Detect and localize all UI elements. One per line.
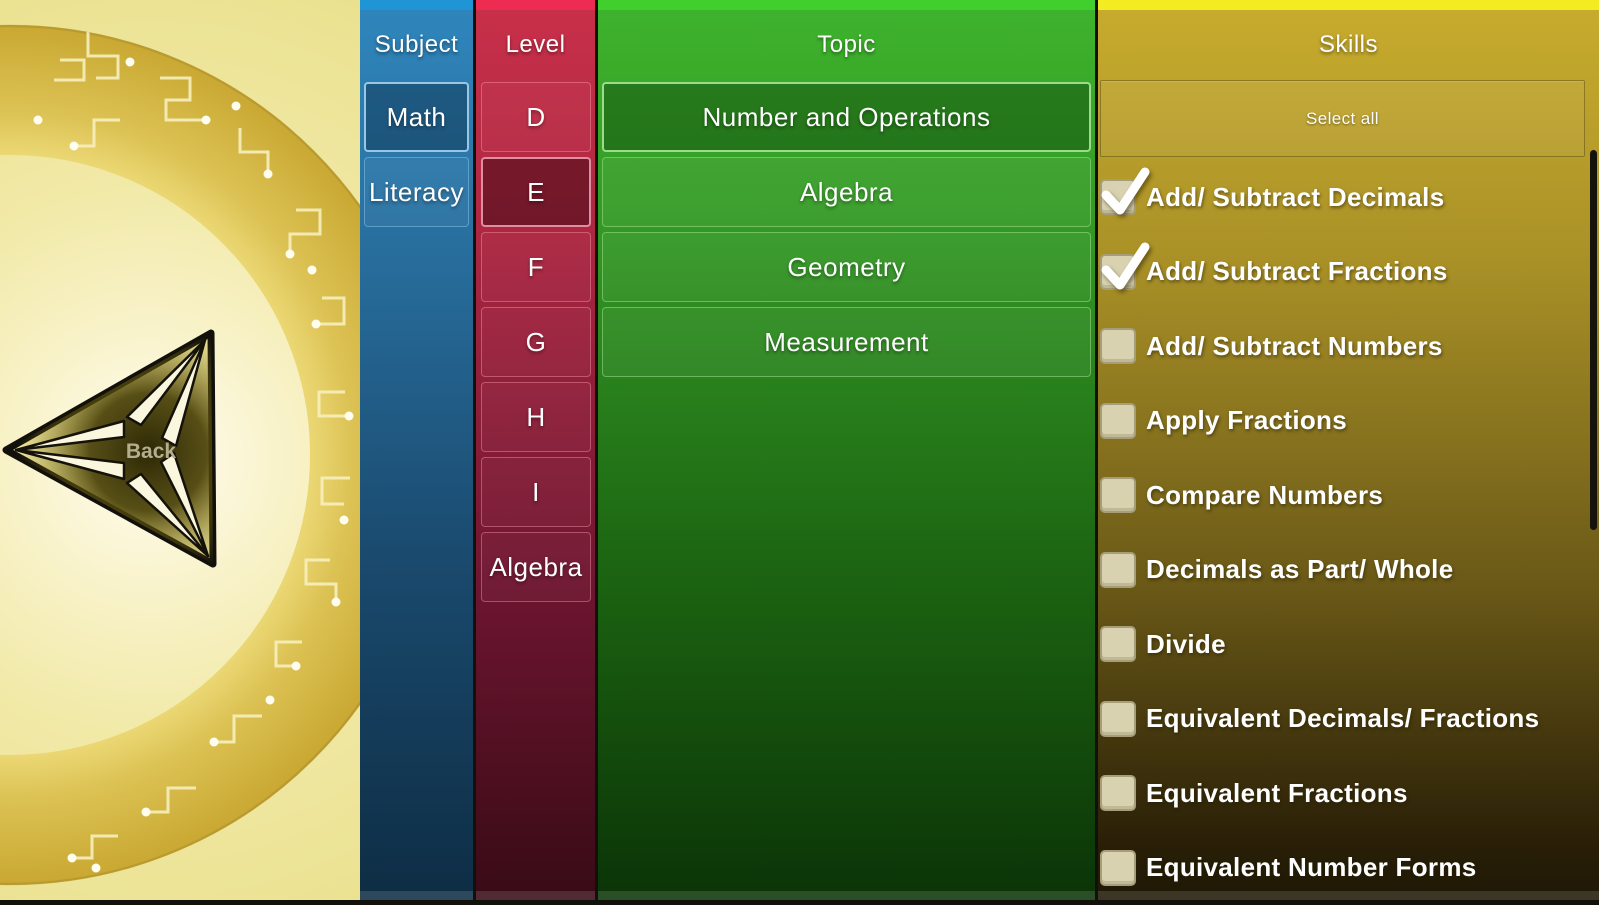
skills-header: Skills — [1098, 10, 1599, 80]
skill-row-equivalent-decimals-fractions: Equivalent Decimals/ Fractions — [1100, 682, 1587, 757]
skill-checkbox-divide[interactable] — [1100, 626, 1136, 662]
level-item-i[interactable]: I — [481, 457, 591, 527]
level-item-f[interactable]: F — [481, 232, 591, 302]
skill-label: Equivalent Fractions — [1146, 778, 1408, 809]
subject-accent-strip — [360, 0, 473, 10]
check-icon — [1099, 241, 1151, 293]
skill-checkbox-decimals-as-part-whole[interactable] — [1100, 552, 1136, 588]
subject-item-literacy[interactable]: Literacy — [364, 157, 469, 227]
topic-item-number-and-operations[interactable]: Number and Operations — [602, 82, 1091, 152]
topic-accent-strip — [598, 0, 1095, 10]
circuit-ring-graphic: Back — [0, 0, 360, 900]
skills-list: Add/ Subtract Decimals Add/ Subtract Fra… — [1100, 160, 1587, 905]
skill-row-decimals-as-part-whole: Decimals as Part/ Whole — [1100, 533, 1587, 608]
skill-checkbox-compare-numbers[interactable] — [1100, 477, 1136, 513]
skills-accent-strip — [1098, 0, 1599, 10]
skill-row-add-subtract-fractions: Add/ Subtract Fractions — [1100, 235, 1587, 310]
level-item-e[interactable]: E — [481, 157, 591, 227]
topic-item-measurement[interactable]: Measurement — [602, 307, 1091, 377]
skill-checkbox-apply-fractions[interactable] — [1100, 403, 1136, 439]
topic-header: Topic — [598, 10, 1095, 80]
skill-label: Add/ Subtract Decimals — [1146, 182, 1444, 213]
skill-row-divide: Divide — [1100, 607, 1587, 682]
back-button[interactable]: Back — [6, 318, 282, 582]
skill-checkbox-equivalent-number-forms[interactable] — [1100, 850, 1136, 886]
skill-label: Divide — [1146, 629, 1226, 660]
skill-checkbox-add-subtract-numbers[interactable] — [1100, 328, 1136, 364]
check-icon — [1099, 166, 1151, 218]
skill-checkbox-equivalent-decimals-fractions[interactable] — [1100, 701, 1136, 737]
select-all-button[interactable]: Select all — [1100, 80, 1585, 157]
skill-row-equivalent-fractions: Equivalent Fractions — [1100, 756, 1587, 831]
skill-label: Apply Fractions — [1146, 405, 1347, 436]
subject-item-math[interactable]: Math — [364, 82, 469, 152]
skill-label: Add/ Subtract Fractions — [1146, 256, 1448, 287]
level-accent-strip — [476, 0, 595, 10]
skill-checkbox-add-subtract-fractions[interactable] — [1100, 254, 1136, 290]
skill-row-add-subtract-decimals: Add/ Subtract Decimals — [1100, 160, 1587, 235]
topic-item-algebra[interactable]: Algebra — [602, 157, 1091, 227]
skill-row-compare-numbers: Compare Numbers — [1100, 458, 1587, 533]
skill-row-add-subtract-numbers: Add/ Subtract Numbers — [1100, 309, 1587, 384]
skill-label: Compare Numbers — [1146, 480, 1383, 511]
skills-column: Skills Select all Add/ Subtract Decimals… — [1098, 0, 1599, 900]
skill-label: Equivalent Number Forms — [1146, 852, 1477, 883]
skills-scrollbar[interactable] — [1590, 150, 1597, 530]
skill-checkbox-add-subtract-decimals[interactable] — [1100, 179, 1136, 215]
back-button-label: Back — [126, 440, 177, 463]
skill-label: Equivalent Decimals/ Fractions — [1146, 703, 1539, 734]
level-item-h[interactable]: H — [481, 382, 591, 452]
subject-header: Subject — [360, 10, 473, 80]
level-item-algebra[interactable]: Algebra — [481, 532, 591, 602]
level-item-g[interactable]: G — [481, 307, 591, 377]
level-header: Level — [476, 10, 595, 80]
topic-item-geometry[interactable]: Geometry — [602, 232, 1091, 302]
skill-row-apply-fractions: Apply Fractions — [1100, 384, 1587, 459]
level-item-d[interactable]: D — [481, 82, 591, 152]
skill-checkbox-equivalent-fractions[interactable] — [1100, 775, 1136, 811]
skill-label: Decimals as Part/ Whole — [1146, 554, 1453, 585]
left-decoration-panel: Back — [0, 0, 360, 900]
skill-label: Add/ Subtract Numbers — [1146, 331, 1443, 362]
skill-row-equivalent-number-forms: Equivalent Number Forms — [1100, 831, 1587, 905]
